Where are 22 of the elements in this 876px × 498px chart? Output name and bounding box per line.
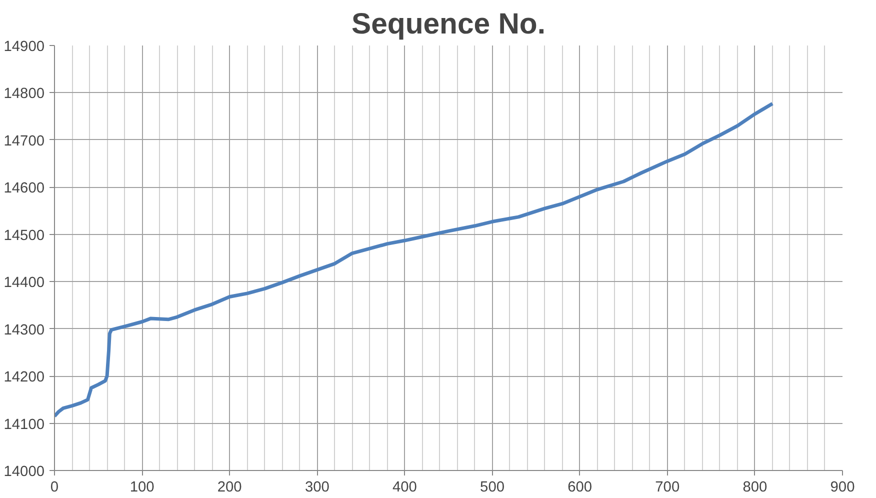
chart-title: Sequence No.: [352, 8, 546, 40]
x-tick-label: 0: [50, 480, 59, 496]
x-tick-label: 600: [568, 480, 592, 496]
x-tick-label: 900: [830, 480, 855, 496]
y-tick-label: 14800: [4, 86, 45, 102]
line-series: [54, 102, 774, 418]
x-tick-label: 800: [742, 480, 768, 496]
x-tick-label: 700: [655, 480, 680, 496]
x-tick-label: 300: [304, 480, 330, 496]
x-tick-label: 100: [130, 480, 154, 496]
y-tick-label: 14700: [4, 133, 45, 150]
y-tick-label: 14000: [4, 464, 45, 480]
y-tick-label: 14600: [4, 180, 45, 197]
x-tick-label: 200: [217, 480, 242, 496]
y-tick-label: 14900: [4, 39, 45, 55]
y-tick-label: 14400: [4, 275, 45, 292]
y-tick-label: 14100: [4, 416, 45, 433]
x-tick-label: 400: [392, 480, 417, 496]
y-tick-label: 14500: [4, 228, 45, 244]
x-tick-label: 500: [480, 480, 505, 496]
y-tick-label: 14200: [4, 370, 45, 386]
y-tick-label: 14300: [4, 322, 45, 338]
